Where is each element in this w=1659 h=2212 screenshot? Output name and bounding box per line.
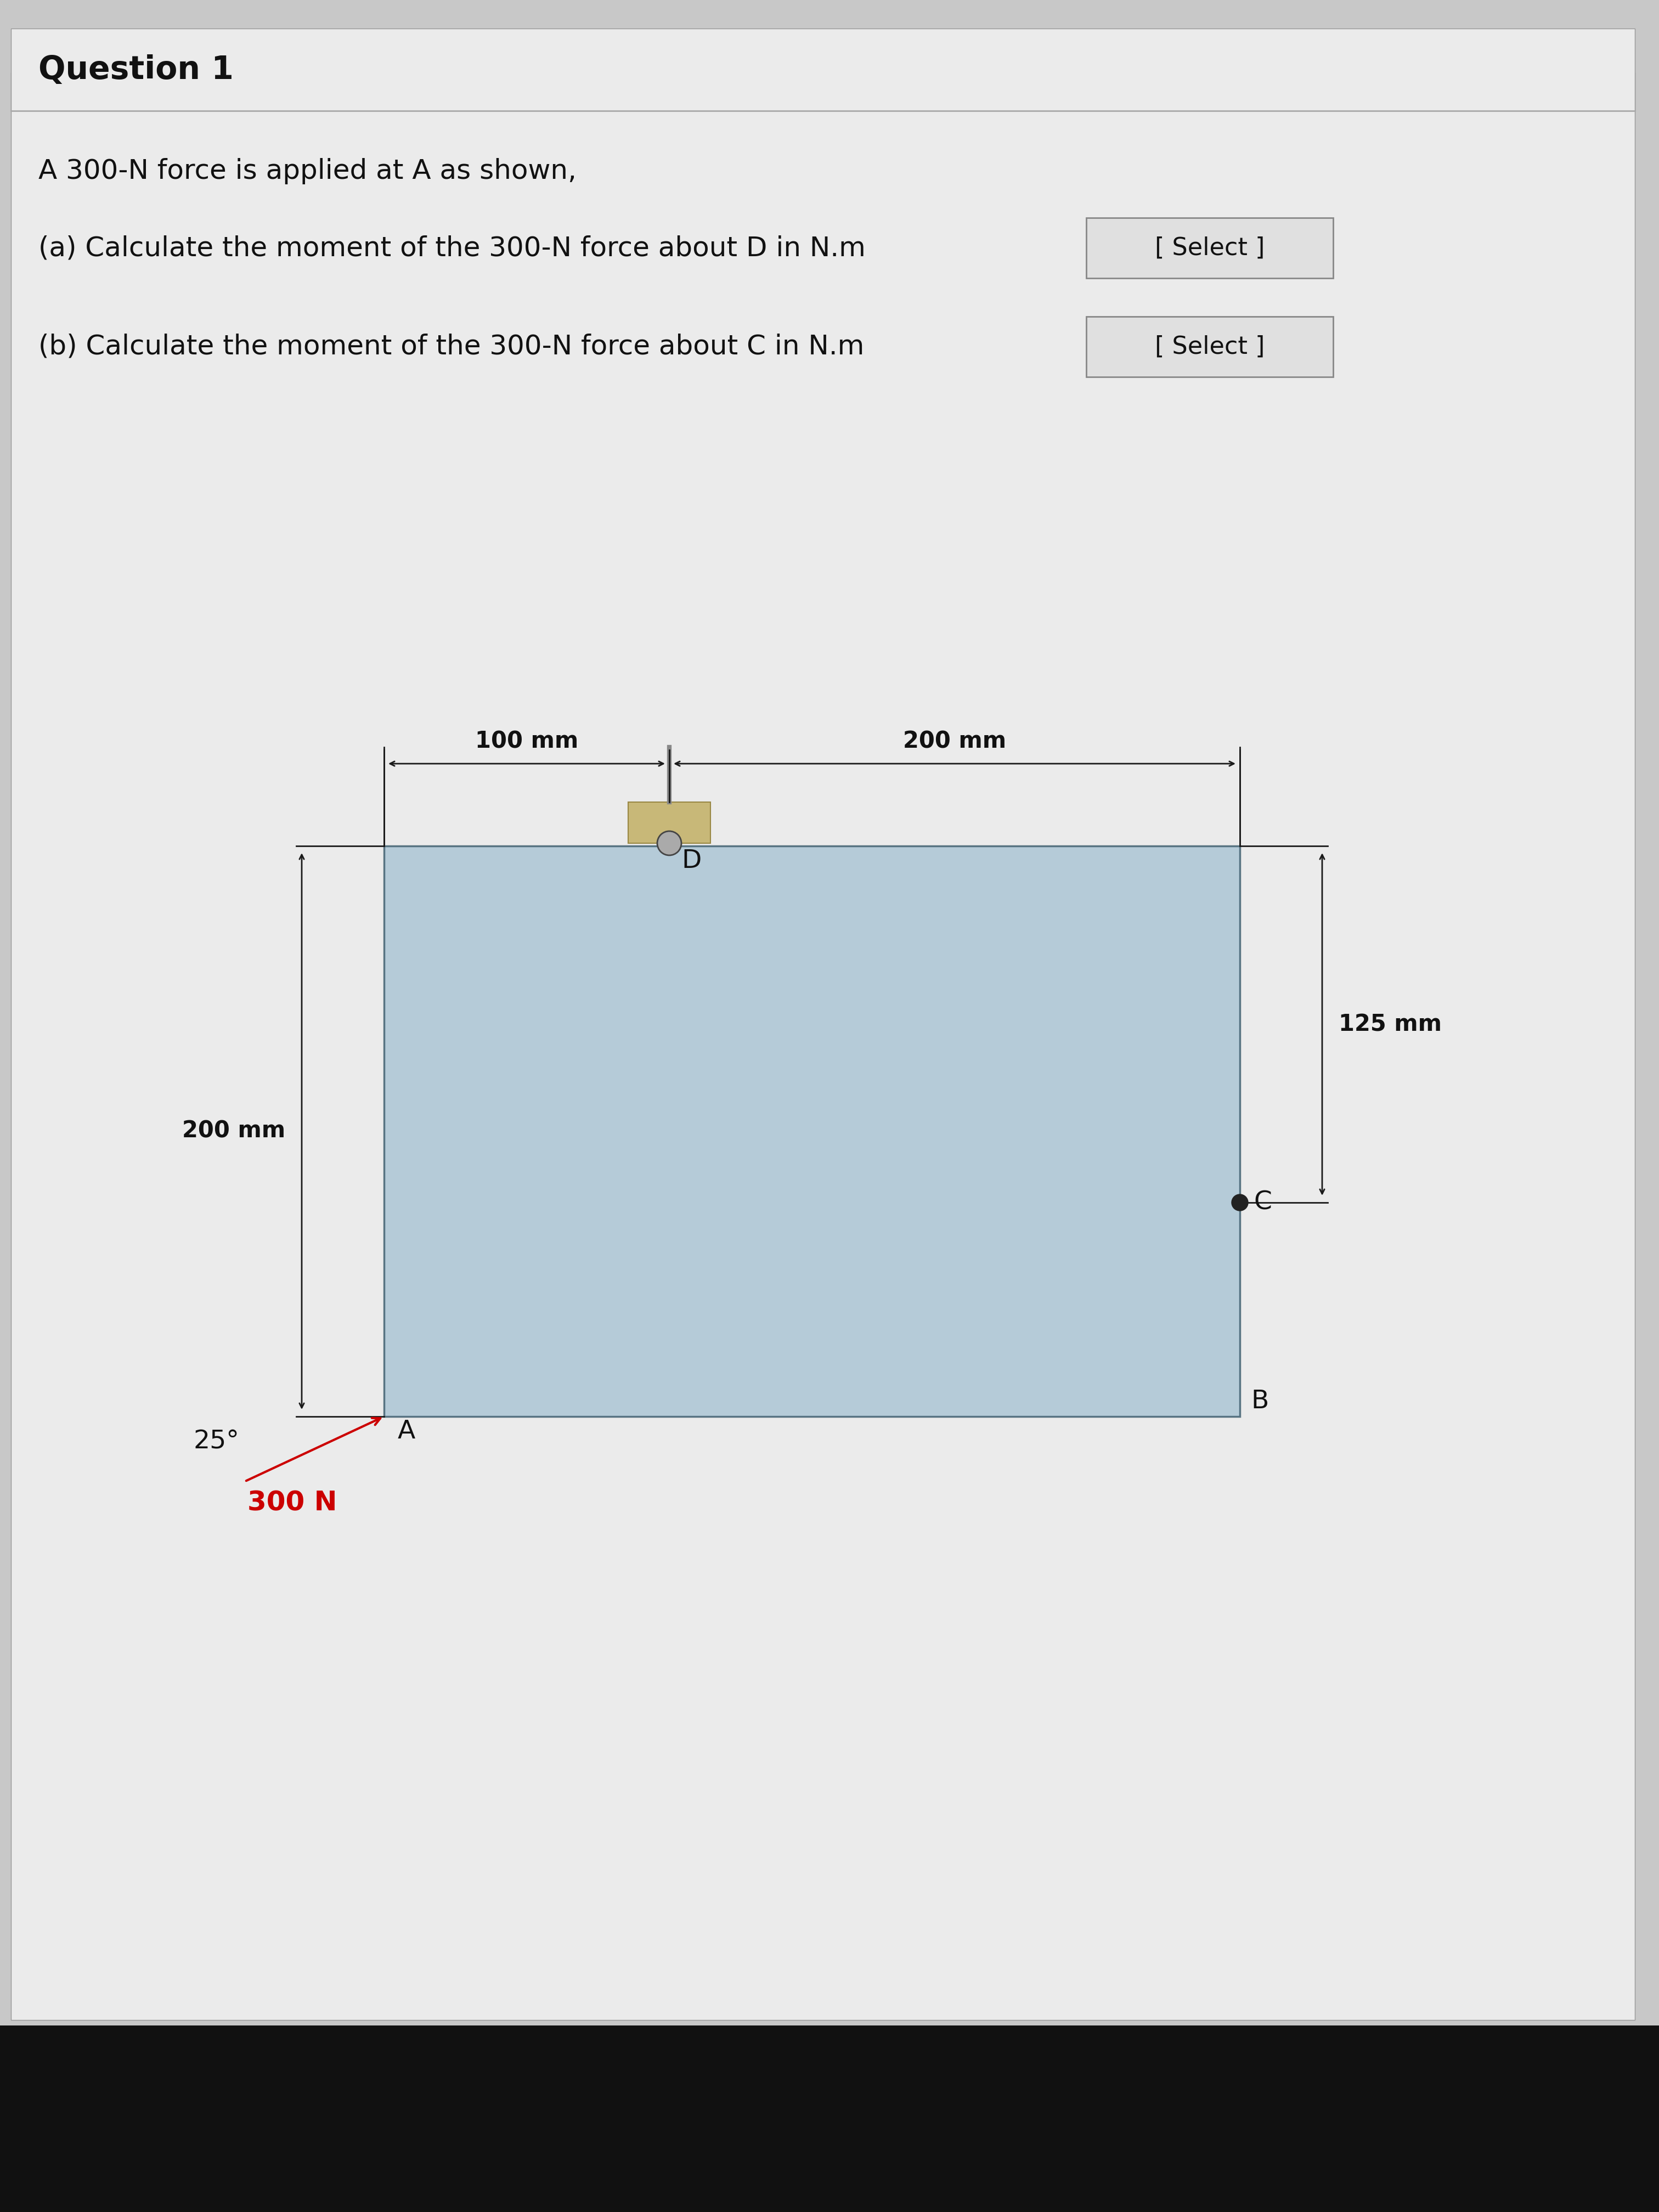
Text: 25°: 25° — [194, 1429, 239, 1453]
Circle shape — [1231, 1194, 1248, 1210]
Bar — [12, 29, 1634, 111]
Text: (b) Calculate the moment of the 300-N force about C in N.m: (b) Calculate the moment of the 300-N fo… — [38, 334, 864, 361]
Text: 200 mm: 200 mm — [182, 1119, 285, 1144]
Circle shape — [657, 832, 682, 856]
Text: C: C — [1254, 1190, 1271, 1214]
Text: 300 N: 300 N — [247, 1489, 337, 1515]
Text: (a) Calculate the moment of the 300-N force about D in N.m: (a) Calculate the moment of the 300-N fo… — [38, 234, 866, 261]
Text: [ Select ]: [ Select ] — [1155, 237, 1264, 259]
Bar — [12, 73, 1634, 2020]
Bar — [383, 845, 1239, 1416]
Bar — [629, 803, 710, 843]
Bar — [1087, 316, 1334, 376]
Text: A 300-N force is applied at A as shown,: A 300-N force is applied at A as shown, — [38, 157, 577, 184]
Text: 200 mm: 200 mm — [902, 730, 1007, 752]
Text: 125 mm: 125 mm — [1339, 1013, 1442, 1035]
Bar — [1087, 217, 1334, 279]
Text: A: A — [398, 1420, 415, 1444]
Text: 100 mm: 100 mm — [474, 730, 579, 752]
Text: [ Select ]: [ Select ] — [1155, 334, 1264, 358]
Bar — [0, 2026, 1659, 2212]
Text: B: B — [1251, 1389, 1269, 1413]
Text: Question 1: Question 1 — [38, 53, 234, 86]
Text: D: D — [682, 849, 702, 874]
